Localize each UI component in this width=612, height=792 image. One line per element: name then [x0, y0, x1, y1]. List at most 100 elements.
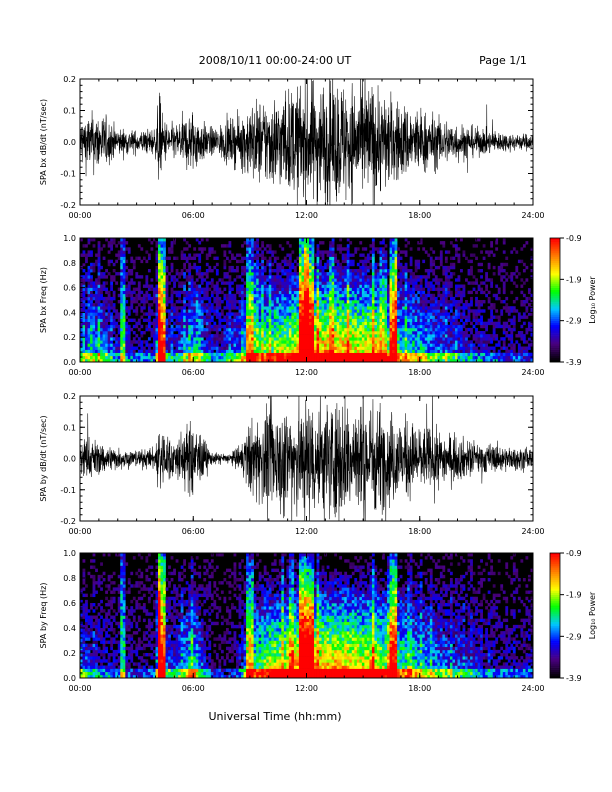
heatmap-cell	[132, 352, 136, 357]
heatmap-cell	[268, 275, 272, 279]
heatmap-cell	[213, 334, 217, 338]
heatmap-cell	[371, 281, 375, 285]
heatmap-cell	[261, 300, 265, 304]
heatmap-cell	[258, 324, 262, 329]
heatmap-cell	[160, 331, 164, 335]
heatmap-cell	[120, 346, 124, 350]
heatmap-cell	[238, 355, 242, 360]
heatmap-cell	[316, 281, 320, 285]
heatmap-cell	[449, 321, 453, 326]
heatmap-cell	[95, 281, 98, 285]
heatmap-cell	[283, 272, 287, 276]
heatmap-cell	[180, 290, 184, 295]
heatmap-cell	[220, 340, 224, 344]
heatmap-cell	[241, 259, 244, 264]
heatmap-cell	[190, 321, 194, 326]
heatmap-cell	[409, 321, 413, 326]
heatmap-cell	[97, 253, 101, 257]
heatmap-cell	[163, 265, 166, 270]
heatmap-cell	[122, 259, 126, 264]
heatmap-cell	[424, 349, 428, 353]
heatmap-cell	[331, 256, 335, 260]
heatmap-cell	[253, 306, 257, 310]
heatmap-cell	[236, 284, 239, 288]
heatmap-cell	[266, 327, 270, 332]
heatmap-cell	[427, 340, 431, 344]
heatmap-cell	[223, 324, 227, 329]
heatmap-cell	[188, 290, 192, 295]
heatmap-cell	[394, 287, 398, 291]
heatmap-cell	[213, 346, 217, 350]
heatmap-cell	[361, 259, 365, 264]
heatmap-cell	[228, 309, 232, 313]
heatmap-cell	[392, 343, 395, 347]
heatmap-cell	[258, 321, 262, 326]
heatmap-cell	[394, 278, 398, 282]
heatmap-cell	[147, 306, 151, 310]
heatmap-cell	[319, 327, 322, 332]
heatmap-cell	[147, 358, 151, 363]
heatmap-cell	[341, 247, 345, 251]
heatmap-cell	[303, 269, 307, 273]
heatmap-cell	[404, 358, 408, 363]
heatmap-cell	[85, 259, 88, 264]
heatmap-cell	[449, 290, 453, 295]
heatmap-cell	[256, 247, 259, 251]
heatmap-cell	[261, 318, 265, 322]
heatmap-cell	[110, 259, 114, 264]
heatmap-cell	[97, 287, 101, 291]
heatmap-cell	[173, 281, 176, 285]
heatmap-cell	[374, 315, 378, 319]
heatmap-cell	[407, 309, 410, 313]
heatmap-cell	[80, 284, 83, 288]
heatmap-cell	[155, 259, 159, 264]
heatmap-cell	[246, 256, 249, 260]
heatmap-cell	[331, 278, 335, 282]
heatmap-cell	[231, 265, 234, 270]
heatmap-cell	[215, 303, 219, 307]
heatmap-cell	[185, 269, 189, 273]
heatmap-cell	[397, 275, 400, 279]
heatmap-cell	[339, 275, 343, 279]
heatmap-cell	[241, 352, 244, 357]
heatmap-cell	[359, 349, 363, 353]
heatmap-cell	[444, 306, 448, 310]
heatmap-cell	[256, 300, 259, 304]
heatmap-cell	[349, 346, 353, 350]
heatmap-cell	[465, 321, 468, 326]
heatmap-cell	[291, 324, 295, 329]
heatmap-cell	[364, 355, 368, 360]
heatmap-cell	[228, 324, 232, 329]
heatmap-cell	[392, 349, 395, 353]
heatmap-cell	[409, 269, 413, 273]
heatmap-cell	[389, 241, 393, 245]
heatmap-cell	[165, 318, 169, 322]
heatmap-cell	[251, 284, 254, 288]
heatmap-cell	[173, 275, 176, 279]
heatmap-cell	[225, 281, 229, 285]
heatmap-cell	[92, 327, 96, 332]
heatmap-cell	[152, 290, 156, 295]
heatmap-cell	[366, 306, 370, 310]
heatmap-cell	[228, 241, 232, 245]
heatmap-cell	[399, 352, 403, 357]
heatmap-cell	[188, 296, 192, 301]
heatmap-cell	[200, 324, 204, 329]
heatmap-cell	[150, 278, 154, 282]
heatmap-cell	[210, 309, 214, 313]
heatmap-cell	[145, 296, 149, 301]
heatmap-cell	[366, 296, 370, 301]
heatmap-cell	[195, 265, 199, 270]
heatmap-cell	[228, 281, 232, 285]
heatmap-cell	[434, 327, 438, 332]
heatmap-cell	[158, 352, 161, 357]
heatmap-cell	[454, 293, 458, 298]
heatmap-cell	[80, 321, 83, 326]
heatmap-cell	[150, 352, 154, 357]
heatmap-cell	[321, 300, 325, 304]
heatmap-cell	[246, 290, 249, 295]
heatmap-cell	[243, 318, 247, 322]
heatmap-cell	[329, 281, 332, 285]
heatmap-cell	[293, 259, 297, 264]
heatmap-cell	[316, 321, 320, 326]
